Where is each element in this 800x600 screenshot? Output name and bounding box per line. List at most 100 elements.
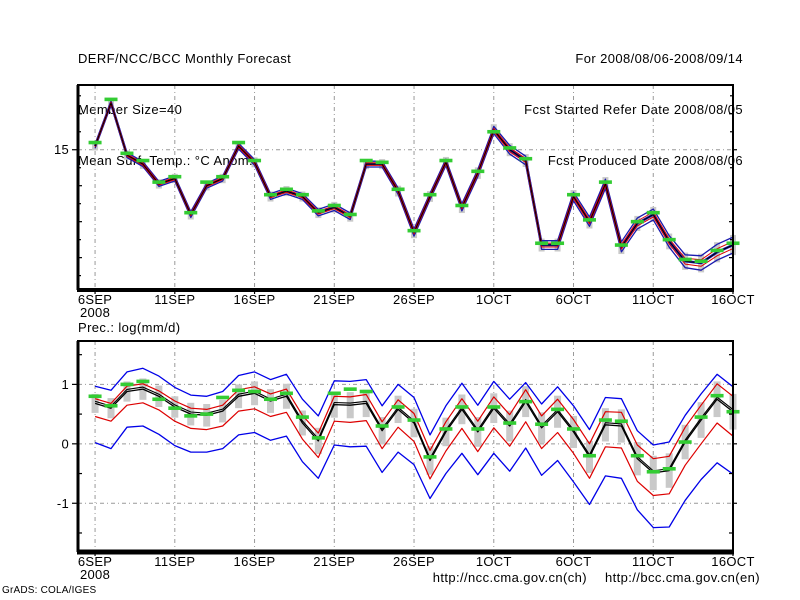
obs-dashes	[88, 379, 740, 474]
obs-dash	[152, 397, 166, 402]
obs-dash	[375, 160, 389, 165]
obs-dash	[343, 212, 357, 217]
obs-dash	[439, 427, 453, 431]
obs-dash	[678, 257, 692, 262]
obs-dash	[168, 406, 182, 410]
obs-dash	[263, 192, 277, 197]
obs-dash	[359, 158, 373, 163]
obs-dash	[694, 415, 708, 419]
temp-panel-title: Mean Surf. Temp.: °C Anom.	[78, 153, 254, 168]
grads-credit: GrADS: COLA/IGES	[2, 585, 97, 596]
obs-dash	[407, 228, 421, 233]
obs-dash	[662, 466, 676, 471]
obs-dash	[152, 180, 166, 184]
obs-dash	[646, 210, 660, 215]
refer-date-label: Fcst Started Refer Date 2008/08/05	[524, 102, 743, 117]
obs-dash	[88, 140, 102, 145]
obs-dash	[232, 388, 246, 393]
obs-dash	[200, 180, 214, 184]
obs-dash	[184, 210, 198, 215]
obs-dash	[614, 419, 628, 424]
obs-dash	[519, 399, 533, 404]
plot-border	[77, 84, 734, 291]
obs-dash	[582, 218, 596, 222]
header-right: For 2008/08/06-2008/09/14 Fcst Started R…	[524, 16, 743, 203]
y-tick-label: 1	[61, 377, 69, 392]
x-year-label: 2008	[80, 305, 110, 320]
obs-dash	[694, 259, 708, 264]
obs-dash	[535, 241, 549, 246]
y-ticks	[72, 354, 737, 534]
obs-dash	[375, 424, 389, 428]
obs-dash	[423, 192, 437, 197]
x-tick-label: 1OCT	[476, 292, 512, 307]
obs-dash	[646, 469, 660, 474]
bcc-url: http://bcc.cma.gov.cn(en)	[605, 570, 760, 585]
obs-dash	[519, 156, 533, 161]
x-tick-label: 11OCT	[632, 554, 674, 569]
obs-dash	[104, 97, 118, 102]
obs-dash	[391, 405, 405, 409]
obs-dash	[232, 140, 246, 145]
x-tick-label: 21SEP	[313, 554, 355, 569]
x-tick-label: 11SEP	[154, 292, 195, 307]
obs-dash	[471, 427, 485, 431]
obs-dash	[248, 158, 262, 163]
produced-date-label: Fcst Produced Date 2008/08/06	[547, 153, 743, 168]
obs-dash	[614, 243, 628, 247]
x-year-label: 2008	[80, 567, 110, 582]
obs-dash	[423, 455, 437, 459]
obs-dash	[710, 248, 724, 253]
y-tick-label: 0	[61, 436, 69, 451]
x-tick-label: 16OCT	[711, 292, 754, 307]
x-tick-label: 6SEP	[78, 292, 112, 307]
obs-dash	[327, 203, 341, 208]
gridlines	[78, 85, 734, 290]
x-ticks	[94, 552, 734, 556]
obs-dash	[295, 192, 309, 197]
obs-dash	[567, 427, 581, 431]
obs-dash	[503, 146, 517, 150]
obs-dash	[311, 436, 325, 440]
obs-dash	[359, 389, 373, 394]
obs-dash	[216, 395, 230, 400]
obs-dash	[136, 158, 150, 163]
spread-bar	[91, 393, 99, 413]
obs-dash	[503, 421, 517, 425]
x-tick-label: 16OCT	[711, 554, 754, 569]
obs-dash	[391, 187, 405, 192]
obs-dash	[487, 405, 501, 409]
obs-dash	[471, 169, 485, 174]
obs-dashes	[88, 97, 740, 264]
obs-dash	[598, 180, 612, 184]
obs-dash	[327, 391, 341, 396]
obs-dash	[88, 394, 102, 399]
x-tick-label: 16SEP	[234, 292, 276, 307]
obs-dash	[407, 418, 421, 422]
obs-dash	[551, 407, 565, 412]
obs-dash	[120, 382, 134, 387]
x-tick-label: 11OCT	[632, 292, 674, 307]
obs-dash	[136, 379, 150, 384]
obs-dash	[678, 440, 692, 444]
y-ticks	[72, 95, 737, 277]
member-min-line	[94, 425, 734, 529]
obs-dash	[630, 453, 644, 458]
std-upper-line	[94, 383, 734, 460]
x-tick-label: 16SEP	[234, 554, 276, 569]
obs-dash	[263, 397, 277, 402]
obs-dash	[216, 174, 230, 179]
obs-dash	[104, 403, 118, 408]
forecast-range-label: For 2008/08/06-2008/09/14	[575, 51, 743, 66]
obs-dash	[343, 387, 357, 391]
obs-dash	[662, 237, 676, 242]
obs-dash	[295, 415, 309, 419]
obs-dash	[487, 129, 501, 134]
x-tick-label: 6OCT	[556, 292, 592, 307]
obs-dash	[168, 174, 182, 179]
obs-dash	[598, 418, 612, 422]
obs-dash	[279, 187, 293, 192]
obs-dash	[439, 158, 453, 163]
